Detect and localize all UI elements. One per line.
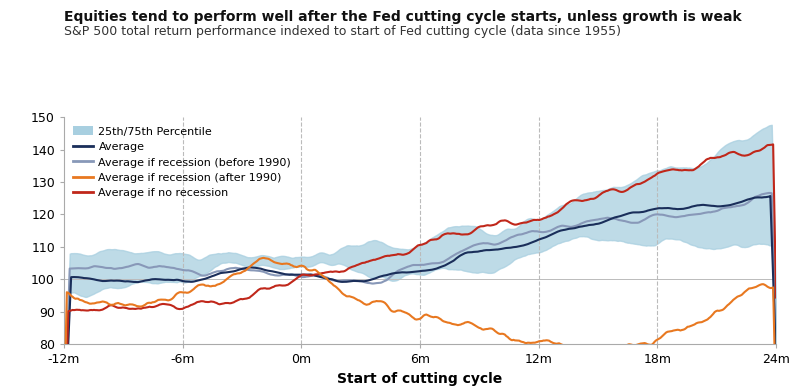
Text: S&P 500 total return performance indexed to start of Fed cutting cycle (data sin: S&P 500 total return performance indexed… [64,25,621,38]
X-axis label: Start of cutting cycle: Start of cutting cycle [338,372,502,386]
Legend: 25th/75th Percentile, Average, Average if recession (before 1990), Average if re: 25th/75th Percentile, Average, Average i… [70,123,294,202]
Text: Equities tend to perform well after the Fed cutting cycle starts, unless growth : Equities tend to perform well after the … [64,10,742,24]
